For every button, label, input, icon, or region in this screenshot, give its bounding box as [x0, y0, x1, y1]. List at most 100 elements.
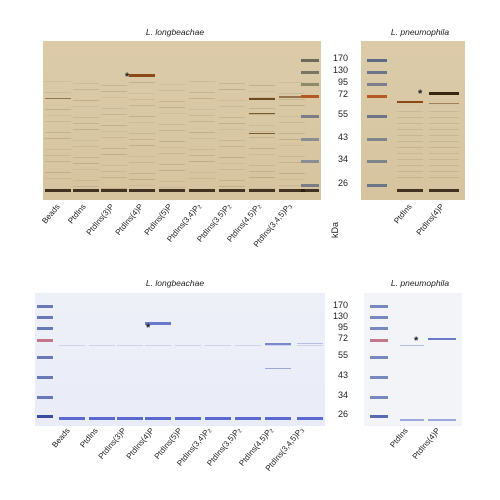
marker-label: 26 — [337, 178, 348, 188]
gel-band — [367, 160, 387, 163]
gel-band — [129, 74, 155, 77]
gel-band — [73, 189, 99, 192]
marker-label: 170 — [332, 53, 348, 63]
top-star-pneumophila: * — [418, 88, 423, 100]
gel-band — [429, 111, 459, 112]
bottom-title-longbeachae: L. longbeachae — [145, 278, 205, 288]
marker-label: 130 — [332, 65, 348, 75]
gel-band — [397, 123, 423, 124]
gel-band — [249, 91, 275, 92]
lane-label: PtdIns(4)P — [410, 426, 442, 461]
gel-band — [249, 148, 275, 149]
gel-band — [159, 170, 185, 171]
gel-band — [249, 125, 275, 126]
gel-band — [45, 149, 71, 150]
gel-band — [301, 59, 319, 62]
gel-band — [205, 417, 231, 420]
marker-label: 72 — [337, 89, 348, 99]
gel-band — [370, 376, 388, 379]
gel-band — [37, 305, 53, 308]
gel-band — [159, 153, 185, 154]
gel-lane — [175, 293, 201, 426]
gel-band — [73, 89, 99, 90]
gel-band — [117, 417, 143, 420]
gel-band — [45, 138, 71, 139]
gel-band — [45, 178, 71, 179]
gel-band — [101, 131, 127, 132]
gel-band — [429, 177, 459, 178]
gel-lane — [279, 41, 305, 200]
gel-band — [189, 98, 215, 99]
gel-band — [219, 186, 245, 187]
gel-band — [73, 117, 99, 118]
gel-band — [397, 159, 423, 160]
gel-band — [428, 419, 456, 421]
gel-band — [279, 189, 305, 192]
gel-band — [101, 91, 127, 92]
gel-band — [145, 345, 171, 346]
gel-band — [73, 129, 99, 130]
gel-band — [429, 123, 459, 124]
gel-band — [428, 338, 456, 340]
gel-band — [249, 114, 275, 115]
gel-band — [73, 123, 99, 124]
gel-band — [159, 187, 185, 188]
gel-band — [189, 149, 215, 150]
gel-band — [189, 132, 215, 133]
gel-band — [101, 188, 127, 189]
lane-label: PtdIns(3)P — [96, 426, 128, 461]
ladder-lane — [367, 41, 387, 200]
gel-band — [129, 116, 155, 117]
gel-band — [279, 82, 305, 83]
lane-label: PtdIns(4)P — [414, 202, 446, 237]
gel-band — [397, 189, 423, 192]
gel-band — [73, 140, 99, 141]
gel-band — [159, 101, 185, 102]
gel-band — [219, 140, 245, 141]
gel-band — [175, 345, 201, 346]
gel-lane — [45, 41, 71, 200]
bottom-star-longbeachae: * — [146, 322, 151, 334]
gel-band — [45, 155, 71, 156]
gel-band — [129, 179, 155, 180]
gel-band — [129, 189, 155, 192]
gel-lane — [129, 41, 155, 200]
gel-lane — [117, 293, 143, 426]
marker-label: 95 — [337, 322, 348, 332]
gel-band — [397, 117, 423, 118]
gel-band — [279, 179, 305, 180]
marker-label: 55 — [337, 350, 348, 360]
gel-band — [370, 305, 388, 308]
lane-label: PtdIns(4)P — [124, 426, 156, 461]
gel-lane — [59, 293, 85, 426]
gel-band — [279, 139, 305, 140]
gel-lane — [297, 293, 323, 426]
gel-band — [159, 141, 185, 142]
gel-band — [101, 148, 127, 149]
gel-band — [219, 106, 245, 107]
gel-band — [429, 141, 459, 142]
marker-label: 43 — [337, 370, 348, 380]
gel-band — [249, 188, 275, 189]
lane-label: PtdIns(3)P — [84, 202, 116, 237]
gel-band — [429, 103, 459, 104]
top-kda-unit: kDa — [330, 221, 340, 238]
gel-lane — [89, 293, 115, 426]
gel-band — [189, 189, 215, 192]
gel-band — [159, 189, 185, 192]
gel-band — [301, 184, 319, 187]
marker-label: 26 — [337, 409, 348, 419]
gel-band — [297, 417, 323, 420]
gel-band — [429, 92, 459, 95]
gel-band — [367, 115, 387, 118]
bottom-star-pneumophila: * — [414, 335, 419, 347]
lane-label: PtdIns — [392, 202, 414, 226]
gel-band — [129, 145, 155, 146]
gel-band — [397, 135, 423, 136]
gel-band — [397, 171, 423, 172]
gel-band — [429, 189, 459, 192]
ladder-lane — [301, 41, 319, 200]
gel-band — [117, 345, 143, 346]
gel-band — [73, 163, 99, 164]
gel-band — [249, 97, 275, 98]
